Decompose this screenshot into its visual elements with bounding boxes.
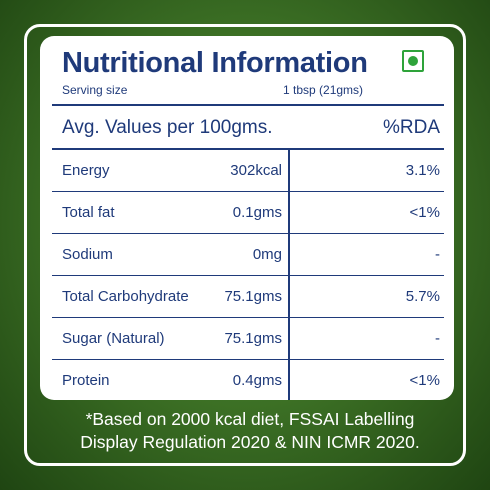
column-divider <box>288 318 290 359</box>
vegetarian-dot <box>408 56 418 66</box>
nutrient-name: Total Carbohydrate <box>62 288 189 305</box>
column-divider <box>288 276 290 317</box>
table-row-protein: Protein 0.4gms <1% <box>52 360 444 400</box>
column-divider <box>288 234 290 275</box>
nutrient-rda: 5.7% <box>405 288 440 305</box>
nutrient-rda: - <box>435 246 440 263</box>
table-row-sodium: Sodium 0mg - <box>52 234 444 276</box>
nutrition-panel: Nutritional Information Serving size 1 t… <box>40 36 454 400</box>
nutrient-name: Total fat <box>62 204 115 221</box>
nutrient-rda: <1% <box>409 372 440 389</box>
table-row-energy: Energy 302kcal 3.1% <box>52 150 444 192</box>
footnote-line-2: Display Regulation 2020 & NIN ICMR 2020. <box>80 432 420 452</box>
nutrient-name: Sodium <box>62 246 113 263</box>
nutrient-rda: <1% <box>409 204 440 221</box>
vegetarian-mark-icon <box>402 50 424 72</box>
nutrient-name: Energy <box>62 162 110 179</box>
nutrient-value: 75.1gms <box>224 330 282 347</box>
nutrient-name: Protein <box>62 372 110 389</box>
outer-frame <box>24 24 466 466</box>
serving-size-label: Serving size <box>62 83 128 97</box>
serving-size-line: Serving size 1 tbsp (21gms) <box>62 83 432 101</box>
footnote-line-1: *Based on 2000 kcal diet, FSSAI Labellin… <box>85 409 415 429</box>
table-row-total-fat: Total fat 0.1gms <1% <box>52 192 444 234</box>
header-values-label: Avg. Values per 100gms. <box>62 117 273 138</box>
nutrient-name: Sugar (Natural) <box>62 330 165 347</box>
serving-size-value: 1 tbsp (21gms) <box>283 83 364 97</box>
nutrient-table: Energy 302kcal 3.1% Total fat 0.1gms <1%… <box>52 150 444 400</box>
nutrient-rda: 3.1% <box>405 162 440 179</box>
column-divider <box>288 360 290 400</box>
nutrient-value: 0.4gms <box>232 372 282 389</box>
nutrient-value: 302kcal <box>230 162 282 179</box>
table-row-sugar: Sugar (Natural) 75.1gms - <box>52 318 444 360</box>
nutrient-rda: - <box>435 330 440 347</box>
table-row-total-carbohydrate: Total Carbohydrate 75.1gms 5.7% <box>52 276 444 318</box>
nutrient-value: 0.1gms <box>232 204 282 221</box>
column-divider <box>288 192 290 233</box>
nutrient-value: 75.1gms <box>224 288 282 305</box>
table-header: Avg. Values per 100gms. %RDA <box>52 104 444 150</box>
nutrient-value: 0mg <box>252 246 282 263</box>
header-rda-label: %RDA <box>382 117 440 138</box>
panel-title: Nutritional Information <box>62 47 368 79</box>
column-divider <box>288 150 290 191</box>
footnote: *Based on 2000 kcal diet, FSSAI Labellin… <box>30 408 470 454</box>
